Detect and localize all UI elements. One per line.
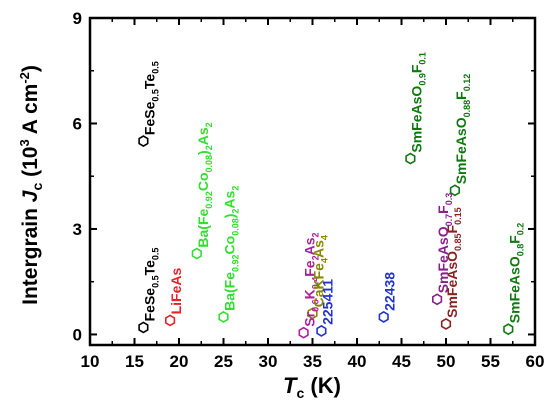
x-tick-label: 15	[125, 352, 144, 371]
point-labels: FeSe0.5Te0.5 FeSe0.5Te0.5 LiFeAs Ba(Fe0.92C…	[141, 52, 525, 327]
data-point-label: FeSe0.5Te0.5	[141, 61, 160, 135]
data-point-label: Ba(Fe0.92Co0.08)2As2	[195, 122, 214, 247]
x-tick-label: 50	[437, 352, 456, 371]
x-tick-label: 60	[526, 352, 545, 371]
x-tick-label: 35	[303, 352, 322, 371]
data-point-label: SmFeAsO0.8F0.2	[506, 223, 525, 324]
data-point-marker	[298, 326, 309, 339]
data-point-marker	[405, 152, 416, 165]
data-point-label: Ba(Fe0.92Co0.08)2As2	[222, 186, 241, 311]
data-point-marker	[378, 310, 389, 323]
data-point-marker	[138, 135, 149, 148]
data-point-marker	[431, 293, 443, 306]
data-point-label: 22438	[382, 272, 398, 311]
data-point-label: SmFeAsO0.9F0.1	[408, 52, 427, 153]
data-point-marker	[138, 321, 149, 334]
data-point-label: LiFeAs	[168, 268, 184, 315]
data-point-label: SmFeAsO0.85F0.15	[444, 207, 463, 318]
data-point-marker	[503, 323, 514, 336]
data-point-label: SmFeAsO0.7F0.3	[435, 193, 454, 294]
x-tick-label: 45	[392, 352, 411, 371]
data-point-label: FeSe0.5Te0.5	[141, 248, 160, 322]
x-tick-label: 10	[81, 352, 100, 371]
data-point-label: Sr0.6K0.4Fe2As2	[302, 232, 321, 326]
data-point-marker	[440, 317, 452, 330]
axis-ticks: 10 15 20 25 30 35 40 45 50 55 60 0 3 6 9	[73, 9, 545, 371]
x-tick-label: 20	[170, 352, 189, 371]
data-point-label: SmFeAsO0.88F0.12	[453, 74, 472, 185]
data-point-marker	[191, 247, 202, 260]
data-point-marker	[449, 184, 461, 197]
data-point-marker	[218, 310, 229, 323]
x-tick-label: 40	[348, 352, 367, 371]
x-tick-label: 25	[214, 352, 233, 371]
y-axis-title: Intergrain Jc (103 A cm-2)	[17, 65, 45, 305]
y-tick-label: 9	[73, 9, 82, 28]
data-point-label: CaKFe4As4	[311, 235, 330, 307]
data-point-marker	[165, 314, 176, 327]
x-tick-label: 55	[481, 352, 500, 371]
data-point-marker	[307, 307, 318, 320]
data-point-label: 225411	[319, 279, 335, 325]
y-tick-label: 6	[73, 114, 82, 133]
data-point-marker	[316, 324, 327, 337]
y-tick-label: 3	[73, 220, 82, 239]
x-tick-label: 30	[259, 352, 278, 371]
data-points	[138, 135, 514, 339]
x-axis-title: Tc (K)	[283, 373, 341, 401]
y-tick-label: 0	[73, 325, 82, 344]
